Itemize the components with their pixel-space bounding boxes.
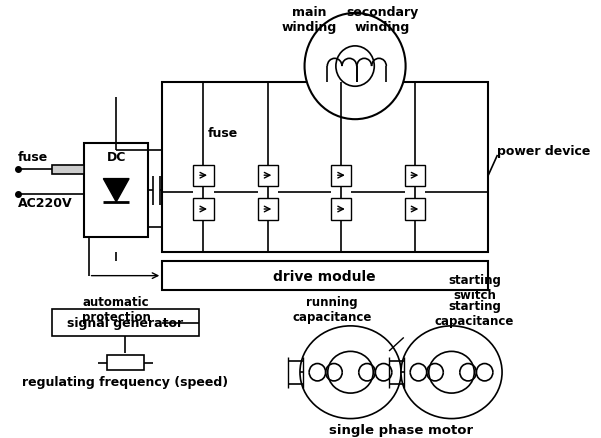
Text: starting
switch: starting switch [448,273,501,301]
Bar [331,199,352,220]
Text: AC220V: AC220V [18,197,73,210]
Bar [331,165,352,187]
Bar [162,261,488,290]
Text: automatic
protection: automatic protection [82,295,151,323]
Circle shape [336,47,374,87]
Circle shape [305,14,406,120]
Ellipse shape [328,352,373,393]
Ellipse shape [401,326,502,419]
Bar [162,83,488,252]
Bar [52,165,84,175]
Bar [107,355,144,371]
Ellipse shape [300,326,401,419]
Text: single phase motor: single phase motor [329,424,473,436]
Bar [84,144,148,237]
Bar [258,199,278,220]
Bar [52,310,199,337]
Polygon shape [103,179,129,202]
Text: main
winding: main winding [281,6,337,34]
Text: DC: DC [106,151,126,164]
Bar [258,165,278,187]
Text: drive module: drive module [273,269,376,283]
Bar [213,146,245,155]
Bar [194,199,213,220]
Text: starting
capacitance: starting capacitance [435,299,514,327]
Bar [404,199,425,220]
Ellipse shape [429,352,474,393]
Text: fuse: fuse [208,126,239,139]
Bar [194,165,213,187]
Text: running
capacitance: running capacitance [293,295,372,323]
Text: regulating frequency (speed): regulating frequency (speed) [22,375,228,388]
Text: secondary
winding: secondary winding [347,6,419,34]
Text: power device: power device [498,144,591,157]
Text: signal generator: signal generator [67,317,183,330]
Bar [404,165,425,187]
Text: fuse: fuse [18,150,48,163]
